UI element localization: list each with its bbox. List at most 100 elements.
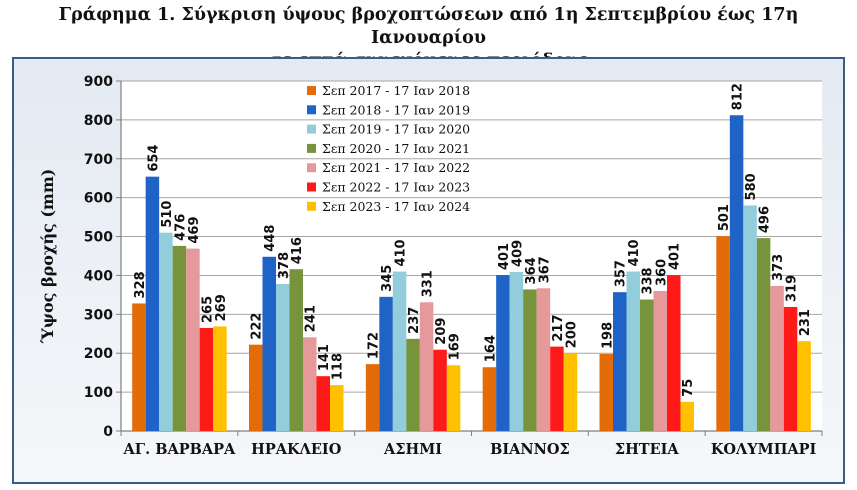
bar-data-label: 367 xyxy=(537,256,552,283)
bar-data-label: 812 xyxy=(731,83,746,110)
bar xyxy=(653,291,667,431)
bar-data-label: 231 xyxy=(798,309,813,336)
legend-entry: Σεπ 2022 - 17 Ιαν 2023 xyxy=(322,180,470,195)
legend-swatch xyxy=(307,124,316,134)
bar-data-label: 164 xyxy=(483,335,498,362)
legend-entry: Σεπ 2021 - 17 Ιαν 2022 xyxy=(322,160,470,175)
bar-data-label: 373 xyxy=(771,254,786,281)
bar-data-label: 198 xyxy=(600,322,615,349)
bar xyxy=(770,285,784,431)
x-category-label: ΗΡΑΚΛΕΙΟ xyxy=(251,441,342,458)
y-tick-label: 700 xyxy=(84,152,113,168)
bar-data-label: 510 xyxy=(160,201,175,228)
legend-swatch xyxy=(307,201,316,211)
plot-area xyxy=(121,81,822,431)
bar xyxy=(392,271,407,431)
bar xyxy=(262,256,276,431)
bar-data-label: 409 xyxy=(510,240,525,267)
x-category-label: ΒΙΑΝΝΟΣ xyxy=(490,441,570,458)
bar xyxy=(132,303,146,431)
bar xyxy=(199,327,214,431)
bar-data-label: 357 xyxy=(614,260,629,287)
bar xyxy=(316,376,330,431)
x-category-label: ΣΗΤΕΙΑ xyxy=(615,441,680,458)
bar xyxy=(303,337,317,431)
bar-data-label: 222 xyxy=(250,313,265,340)
bar-data-label: 448 xyxy=(263,225,278,252)
bar-data-label: 209 xyxy=(434,318,449,345)
bar-data-label: 401 xyxy=(668,243,683,270)
legend-swatch xyxy=(307,105,316,115)
bar xyxy=(406,338,420,431)
bar-data-label: 331 xyxy=(421,270,436,297)
bar xyxy=(213,326,227,431)
bar xyxy=(446,365,461,431)
bar-data-label: 328 xyxy=(133,271,148,298)
bar xyxy=(667,275,681,431)
bar-data-label: 496 xyxy=(758,206,773,233)
bar-data-label: 410 xyxy=(627,239,642,266)
bar xyxy=(797,341,811,431)
bar xyxy=(523,289,537,431)
bar xyxy=(365,364,380,431)
bar xyxy=(379,296,393,431)
bar-data-label: 501 xyxy=(717,204,732,231)
bar xyxy=(186,248,200,431)
bar-data-label: 241 xyxy=(304,305,319,332)
y-tick-label: 500 xyxy=(84,230,113,246)
legend-swatch xyxy=(307,182,316,192)
y-tick-label: 100 xyxy=(84,385,113,401)
bar-data-label: 360 xyxy=(654,259,669,286)
bar-data-label: 378 xyxy=(277,252,292,279)
bar xyxy=(563,353,578,431)
bar-data-label: 118 xyxy=(331,353,346,380)
bar-data-label: 580 xyxy=(744,173,759,200)
bar xyxy=(599,354,613,431)
legend-swatch xyxy=(307,143,316,153)
bar-data-label: 237 xyxy=(407,307,422,334)
bar-data-label: 469 xyxy=(187,216,202,243)
bar xyxy=(783,306,798,431)
y-tick-label: 600 xyxy=(84,191,113,207)
bar xyxy=(613,292,627,431)
bar-data-label: 338 xyxy=(641,267,656,294)
bar xyxy=(496,275,510,431)
y-tick-label: 800 xyxy=(84,113,113,129)
bar-data-label: 169 xyxy=(448,333,463,360)
y-axis-title: Ύψος βροχής (mm) xyxy=(38,169,57,345)
bar-data-label: 172 xyxy=(367,332,382,359)
legend-entry: Σεπ 2020 - 17 Ιαν 2021 xyxy=(322,141,470,156)
bar xyxy=(743,205,757,431)
y-tick-label: 400 xyxy=(84,268,113,284)
bar xyxy=(536,288,551,431)
bar xyxy=(172,245,187,431)
bar xyxy=(289,269,303,431)
bar-data-label: 410 xyxy=(394,239,409,266)
bar xyxy=(626,271,640,431)
bar xyxy=(159,232,173,431)
legend-entry: Σεπ 2018 - 17 Ιαν 2019 xyxy=(322,102,470,117)
bar xyxy=(640,299,654,431)
bar-data-label: 654 xyxy=(146,145,161,172)
legend-entry: Σεπ 2023 - 17 Ιαν 2024 xyxy=(322,199,470,214)
bar xyxy=(482,367,497,431)
legend-entry: Σεπ 2017 - 17 Ιαν 2018 xyxy=(322,83,470,98)
bar xyxy=(716,236,730,431)
bar-data-label: 269 xyxy=(214,294,229,321)
y-tick-label: 900 xyxy=(84,74,113,90)
bar-data-label: 319 xyxy=(785,275,800,302)
bar xyxy=(729,115,744,431)
x-category-label: ΑΣΗΜΙ xyxy=(383,441,442,458)
chart-title-line-1: Γράφημα 1. Σύγκριση ύψους βροχοπτώσεων α… xyxy=(58,5,799,48)
bar-data-label: 345 xyxy=(380,265,395,292)
y-tick-label: 200 xyxy=(84,346,113,362)
legend-entry: Σεπ 2019 - 17 Ιαν 2020 xyxy=(322,122,470,137)
bar xyxy=(276,284,290,431)
bar xyxy=(145,176,160,431)
bar-data-label: 265 xyxy=(200,296,215,323)
bar-data-label: 217 xyxy=(551,314,566,341)
bar-data-label: 200 xyxy=(564,321,579,348)
y-tick-label: 0 xyxy=(103,424,113,440)
bar xyxy=(330,385,344,431)
